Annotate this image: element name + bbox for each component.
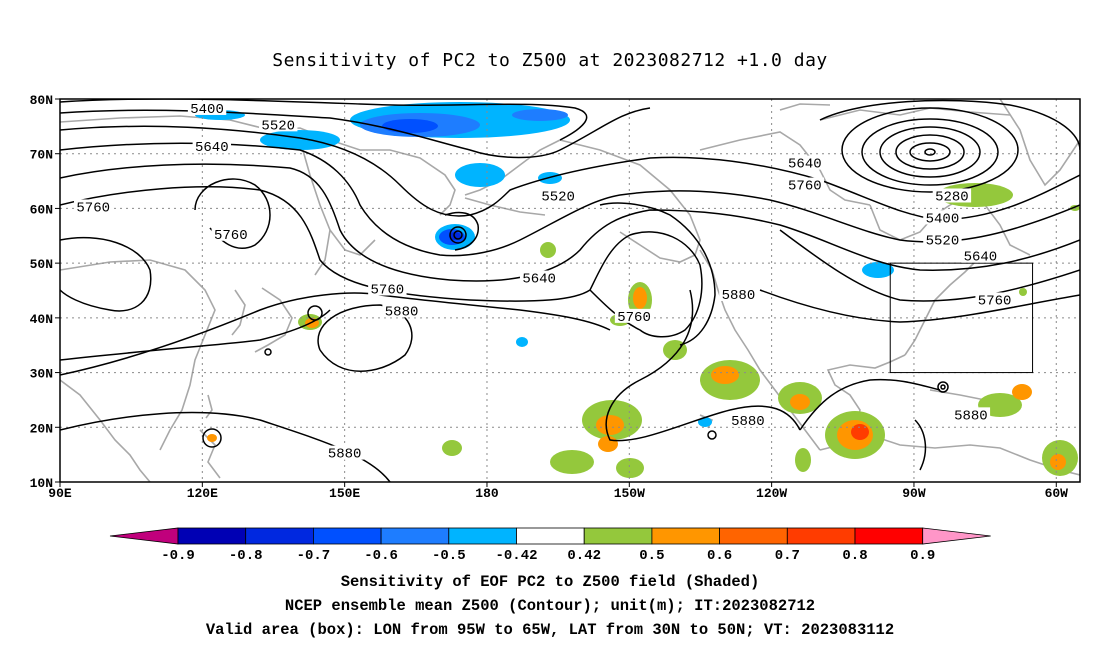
lat-tick-label: 60N: [30, 202, 53, 217]
colorbar-tick-label: -0.8: [229, 548, 263, 564]
colorbar-segment: [245, 527, 314, 545]
contour-label: 5880: [385, 304, 419, 320]
colorbar-high-triangle: [922, 527, 991, 545]
contour-label-bg: [187, 100, 227, 115]
contour-label-bg: [932, 188, 972, 203]
colorbar-segment: [719, 527, 788, 545]
contour-label-bg: [728, 412, 768, 427]
colorbar-segment: [583, 527, 653, 545]
contour-label-bg: [538, 188, 578, 203]
lon-tick-label: 90W: [902, 486, 926, 501]
caption-line-2: NCEP ensemble mean Z500 (Contour); unit(…: [284, 597, 816, 615]
colorbar-segment: [312, 527, 382, 545]
contour-label-bg: [325, 445, 364, 460]
colorbar-tick-label: 0.8: [842, 548, 867, 564]
contour-label-bg: [368, 281, 407, 296]
contour-label: 5640: [195, 140, 229, 156]
lat-tick-label: 50N: [30, 257, 53, 272]
colorbar-tick-label: -0.5: [432, 548, 466, 564]
lat-tick-label: 70N: [30, 148, 53, 163]
figure-title: Sensitivity of PC2 to Z500 at 2023082712…: [272, 50, 828, 71]
contour-label: 5280: [935, 189, 969, 205]
lat-tick-label: 20N: [30, 421, 53, 436]
colorbar-tick-label: 0.6: [707, 548, 732, 564]
lon-tick-label: 90E: [48, 486, 72, 501]
contour-label: 5640: [964, 250, 998, 266]
contour-label: 5520: [926, 233, 960, 249]
caption-line-1: Sensitivity of EOF PC2 to Z500 field (Sh…: [340, 573, 760, 591]
colorbar-tick-label: -0.9: [161, 548, 195, 564]
lat-tick-label: 10N: [30, 476, 53, 491]
contour-label: 5880: [954, 408, 988, 424]
colorbar-segment: [651, 527, 721, 545]
colorbar-tick-label: 0.9: [910, 548, 935, 564]
contour-label-bg: [961, 248, 1000, 263]
colorbar-segment: [854, 527, 924, 545]
caption-line-3: Valid area (box): LON from 95W to 65W, L…: [205, 621, 895, 639]
lon-tick-label: 150E: [329, 486, 360, 501]
colorbar-tick-label: -0.6: [364, 548, 398, 564]
contour-label: 5880: [731, 414, 765, 430]
colorbar-segment: [786, 527, 856, 545]
contour-label-bg: [614, 308, 654, 323]
contour-label-bg: [923, 232, 962, 247]
contour-label: 5640: [788, 157, 822, 173]
colorbar-segment: [516, 527, 585, 545]
contour-label-bg: [192, 139, 232, 154]
colorbar-tick-label: 0.7: [775, 548, 800, 564]
contour-label: 5880: [328, 447, 362, 463]
lon-tick-label: 150W: [614, 486, 645, 501]
contour-label-bg: [951, 407, 991, 422]
contour-label: 5520: [261, 118, 295, 134]
contour-label: 5760: [617, 310, 651, 326]
lon-tick-label: 180: [475, 486, 499, 501]
contour-label-bg: [74, 199, 113, 214]
contour-label: 5400: [190, 102, 224, 118]
colorbar-tick-label: -0.7: [297, 548, 331, 564]
lon-tick-label: 120E: [187, 486, 218, 501]
contour-label: 5760: [214, 228, 248, 244]
colorbar-low-triangle: [109, 527, 179, 545]
colorbar-tick-label: -0.42: [495, 548, 537, 564]
longitude-labels: 90E 120E 150E 180 150W 120W 90W 60W: [48, 482, 1068, 501]
colorbar: -0.9 -0.8 -0.7 -0.6 -0.5 -0.42 0.42 0.5 0.6 0.7 0.…: [109, 527, 991, 564]
map-frame: [59, 98, 1081, 483]
sensitivity-shading: [195, 102, 1080, 478]
contour-label: 5760: [978, 293, 1012, 309]
latitude-labels: 80N 70N 60N 50N 40N 30N 20N 10N: [30, 93, 60, 491]
lon-tick-label: 120W: [756, 486, 787, 501]
contour-label-bg: [785, 177, 825, 192]
map-panel: 5400552056405760576055205640576052805400…: [30, 93, 1081, 501]
contour-label: 5400: [926, 211, 960, 227]
lat-tick-label: 40N: [30, 312, 53, 327]
contour-label-bg: [211, 226, 250, 241]
contour-label-bg: [382, 303, 421, 318]
colorbar-tick-label: 0.5: [639, 548, 664, 564]
gridlines: [60, 99, 1080, 482]
lon-tick-label: 60W: [1045, 486, 1069, 501]
contour-label-bg: [719, 286, 758, 301]
contour-label: 5760: [371, 283, 405, 299]
map-background: [60, 99, 1080, 482]
contour-label: 5760: [788, 179, 822, 195]
colorbar-segment: [380, 527, 450, 545]
lat-tick-label: 80N: [30, 93, 53, 108]
colorbar-segment: [177, 527, 247, 545]
contour-label: 5880: [722, 288, 756, 304]
contour-label-bg: [923, 210, 962, 225]
lat-tick-label: 30N: [30, 367, 53, 382]
contour-label-bg: [519, 270, 559, 285]
contour-label: 5520: [541, 189, 575, 205]
contour-label: 5640: [522, 272, 556, 288]
contour-label: 5760: [76, 200, 110, 216]
colorbar-tick-label: 0.42: [567, 548, 601, 564]
contour-labels: 5400552056405760576055205640576052805400…: [74, 100, 1014, 463]
valid-area-box: [889, 262, 1034, 374]
contour-label-bg: [259, 117, 298, 132]
colorbar-segment: [448, 527, 517, 545]
contour-label-bg: [975, 292, 1014, 307]
contour-label-bg: [785, 155, 825, 170]
